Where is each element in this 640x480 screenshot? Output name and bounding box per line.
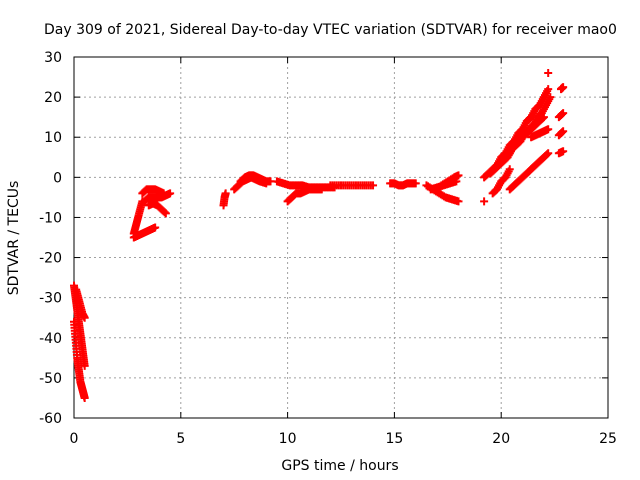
data-point <box>538 114 547 123</box>
y-tick-label: 10 <box>44 130 62 146</box>
data-point <box>558 128 567 137</box>
plot-frame <box>73 56 609 419</box>
y-axis-label: SDTVAR / TECUs <box>6 181 22 296</box>
data-point <box>544 125 553 134</box>
y-tick-label: 0 <box>53 170 62 186</box>
data-point <box>544 69 553 78</box>
x-tick-label: 25 <box>599 431 617 447</box>
x-tick-label: 0 <box>70 431 79 447</box>
y-tick-label: -30 <box>39 291 62 307</box>
y-tick-label: -20 <box>39 251 62 267</box>
data-point <box>559 83 568 92</box>
data-point <box>559 147 568 156</box>
data-point <box>80 313 89 322</box>
x-tick-label: 10 <box>279 431 297 447</box>
y-tick-label: -60 <box>39 411 62 427</box>
data-point <box>544 85 553 94</box>
data-point <box>80 393 89 402</box>
data-point <box>160 208 169 217</box>
data-point <box>454 197 463 206</box>
grid <box>74 57 608 418</box>
y-tick-label: -40 <box>39 331 62 347</box>
axis-ticks: 0 5 10 15 20 25 -60 -50 -40 -30 -20 -10 0 10 20 30 <box>39 50 617 447</box>
x-tick-label: 5 <box>176 431 185 447</box>
data-point <box>539 113 548 122</box>
data-point <box>480 197 489 206</box>
x-tick-label: 20 <box>492 431 510 447</box>
y-tick-label: -10 <box>39 210 62 226</box>
data-point <box>543 150 552 159</box>
y-tick-label: 20 <box>44 90 62 106</box>
data-point <box>151 223 160 232</box>
x-axis-label: GPS time / hours <box>281 458 398 474</box>
data-point <box>546 93 555 102</box>
data-point <box>454 171 463 180</box>
data-point <box>559 127 568 136</box>
data-point <box>411 179 420 188</box>
data-point <box>505 165 514 174</box>
data-point <box>166 189 175 198</box>
x-tick-label: 15 <box>385 431 403 447</box>
chart-title: Day 309 of 2021, Sidereal Day-to-day VTE… <box>44 22 617 38</box>
data-point <box>544 149 553 158</box>
data-point <box>558 110 567 119</box>
y-tick-label: 30 <box>44 50 62 66</box>
data-point <box>221 189 230 198</box>
data-point <box>317 185 326 194</box>
data-point <box>559 109 568 118</box>
data-point <box>161 209 170 218</box>
y-tick-label: -50 <box>39 371 62 387</box>
data-point <box>369 181 378 190</box>
data-points <box>70 69 568 402</box>
